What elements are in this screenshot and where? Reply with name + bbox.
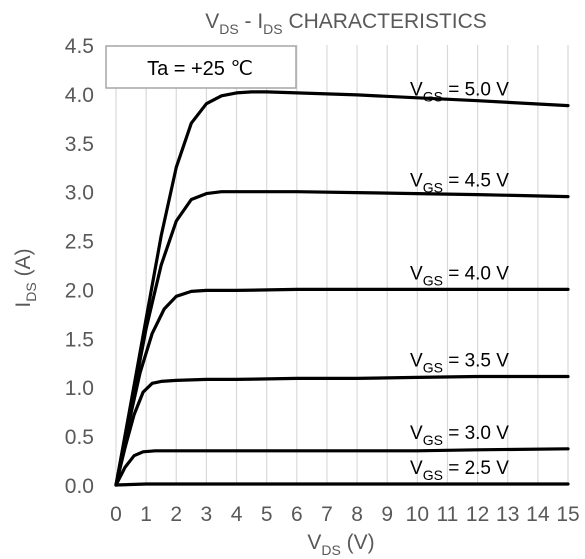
y-tick-label-2.5: 2.5 [65,231,94,254]
x-tick-label-12: 12 [466,503,489,526]
y-tick-label-3.5: 3.5 [65,133,94,156]
x-axis-title: VDS (V) [307,531,374,558]
annotation-frame [105,45,297,89]
x-tick-label-9: 9 [381,503,393,526]
grid-lines [115,45,569,486]
y-tick-label-4.0: 4.0 [65,84,94,107]
y-tick-labels: 0.0 0.5 1.0 1.5 2.0 2.5 3.0 3.5 4.0 4.5 [65,35,94,498]
series-label-vgs-5.0: VGS = 5.0 V [410,80,509,105]
series-label-vgs-3.5: VGS = 3.5 V [410,350,509,375]
annotation-box: Ta = +25 ℃ [105,45,297,89]
y-tick-label-2.0: 2.0 [65,279,94,302]
x-tick-labels: 0 1 2 3 4 5 6 7 8 9 10 11 12 13 14 15 [110,503,580,526]
series-line-vgs-4.0 [114,287,570,487]
x-tick-label-13: 13 [496,503,519,526]
series-labels: VGS = 2.5 V VGS = 3.0 V VGS = 3.5 V VGS = 4… [410,80,509,483]
series-line-vgs-2.5 [114,482,570,487]
series-line-vgs-3.5 [114,374,570,487]
x-tick-label-2: 2 [170,503,182,526]
x-tick-label-10: 10 [406,503,429,526]
y-tick-label-0.0: 0.0 [65,475,94,498]
series-label-vgs-4.0: VGS = 4.0 V [410,263,509,288]
series-line-vgs-5.0 [114,90,570,487]
series-line-vgs-3.0 [114,447,570,487]
y-tick-label-1.5: 1.5 [65,328,94,351]
series-lines [114,90,570,487]
x-tick-label-3: 3 [201,503,213,526]
series-label-vgs-2.5: VGS = 2.5 V [410,458,509,483]
y-axis-title: IDS (A) [12,248,39,307]
annotation-text: Ta = +25 ℃ [147,58,253,80]
x-tick-label-15: 15 [556,503,579,526]
y-tick-label-0.5: 0.5 [65,426,94,449]
x-tick-label-7: 7 [321,503,333,526]
y-tick-label-3.0: 3.0 [65,182,94,205]
series-label-vgs-4.5: VGS = 4.5 V [410,171,509,196]
x-tick-label-5: 5 [261,503,273,526]
x-tick-label-1: 1 [140,503,152,526]
series-label-vgs-3.0: VGS = 3.0 V [410,423,509,448]
x-tick-label-11: 11 [437,503,459,526]
x-tick-label-8: 8 [351,503,363,526]
x-tick-label-0: 0 [110,503,122,526]
x-tick-label-6: 6 [291,503,303,526]
x-tick-label-14: 14 [526,503,550,526]
series-line-vgs-4.5 [114,190,570,487]
x-tick-label-4: 4 [231,503,243,526]
y-tick-label-1.0: 1.0 [65,377,94,400]
y-tick-label-4.5: 4.5 [65,35,94,58]
chart-title: VDS - IDS CHARACTERISTICS [205,10,487,37]
